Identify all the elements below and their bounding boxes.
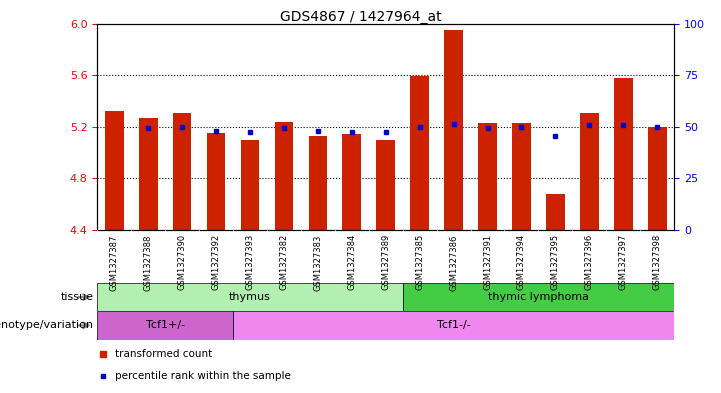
Bar [512,123,531,230]
Text: GSM1327387: GSM1327387 [110,234,119,290]
Bar [97,311,233,340]
Bar [403,283,674,311]
Text: thymic lymphoma: thymic lymphoma [488,292,589,302]
Text: percentile rank within the sample: percentile rank within the sample [115,371,291,381]
Text: GSM1327392: GSM1327392 [211,234,221,290]
Text: GSM1327398: GSM1327398 [653,234,662,290]
Bar [444,30,463,230]
Bar [97,283,403,311]
Bar [614,78,632,230]
Bar [233,311,674,340]
Text: GSM1327384: GSM1327384 [348,234,356,290]
Bar [139,118,158,230]
Bar [173,112,192,230]
Text: Tcf1-/-: Tcf1-/- [437,320,471,331]
Text: GSM1327395: GSM1327395 [551,234,560,290]
Bar [105,111,123,230]
Text: thymus: thymus [229,292,271,302]
Text: GSM1327389: GSM1327389 [381,234,390,290]
Text: GDS4867 / 1427964_at: GDS4867 / 1427964_at [280,10,441,24]
Text: GSM1327382: GSM1327382 [280,234,288,290]
Text: GSM1327385: GSM1327385 [415,234,424,290]
Bar [309,136,327,230]
Text: GSM1327386: GSM1327386 [449,234,458,290]
Text: tissue: tissue [61,292,94,302]
Text: GSM1327393: GSM1327393 [246,234,255,290]
Text: GSM1327391: GSM1327391 [483,234,492,290]
Text: GSM1327397: GSM1327397 [619,234,628,290]
Text: GSM1327396: GSM1327396 [585,234,594,290]
Bar [207,133,226,230]
Text: transformed count: transformed count [115,349,212,359]
Bar [376,140,395,230]
Bar [410,77,429,230]
Bar [275,121,293,230]
Text: GSM1327390: GSM1327390 [177,234,187,290]
Bar [546,194,565,230]
Text: GSM1327388: GSM1327388 [143,234,153,290]
Bar [478,123,497,230]
Bar [648,127,666,230]
Text: GSM1327383: GSM1327383 [314,234,322,290]
Bar [241,140,260,230]
Text: Tcf1+/-: Tcf1+/- [146,320,185,331]
Bar [342,134,361,230]
Text: genotype/variation: genotype/variation [0,320,94,331]
Bar [580,112,598,230]
Text: GSM1327394: GSM1327394 [517,234,526,290]
